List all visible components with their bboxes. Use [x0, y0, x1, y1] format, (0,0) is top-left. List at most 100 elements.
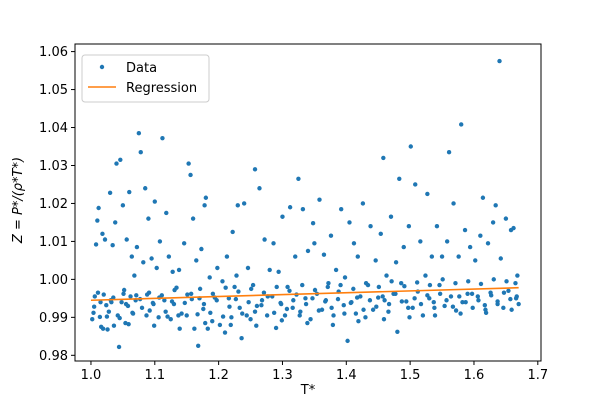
data-point: [386, 301, 392, 307]
data-point: [444, 298, 449, 303]
data-point: [100, 231, 105, 237]
data-point: [378, 231, 383, 237]
plot-frame: [74, 43, 542, 362]
data-point: [506, 288, 511, 293]
data-point: [273, 325, 279, 331]
data-point: [252, 309, 258, 314]
data-point: [493, 203, 498, 208]
data-point: [469, 291, 475, 296]
data-point: [418, 301, 424, 307]
data-point: [248, 317, 253, 322]
data-point: [91, 310, 96, 315]
data-point: [440, 277, 445, 282]
data-point: [475, 294, 480, 299]
data-point: [146, 216, 151, 221]
data-point: [296, 176, 301, 181]
data-point: [284, 306, 290, 312]
data-point: [393, 291, 398, 296]
data-point: [504, 279, 509, 284]
data-point: [184, 313, 189, 318]
data-point: [254, 323, 259, 328]
data-point: [279, 318, 285, 323]
data-point: [90, 317, 95, 322]
data-point: [485, 241, 491, 246]
data-point: [410, 305, 415, 311]
data-point: [199, 246, 204, 252]
data-point: [418, 239, 423, 244]
data-point: [305, 248, 311, 254]
data-point: [205, 326, 210, 331]
data-point: [338, 282, 343, 288]
data-point: [182, 300, 187, 306]
data-point: [386, 309, 391, 314]
data-point: [229, 315, 234, 320]
data-point: [159, 293, 165, 298]
data-point: [498, 256, 503, 261]
data-point: [388, 214, 394, 219]
data-point: [448, 294, 454, 299]
data-point: [217, 322, 223, 328]
data-point: [453, 280, 458, 286]
data-point: [353, 311, 359, 316]
data-point: [425, 293, 430, 298]
data-point: [222, 330, 228, 335]
data-point: [240, 311, 245, 316]
data-point: [177, 326, 182, 331]
data-point: [356, 318, 361, 324]
data-point: [382, 298, 387, 303]
data-point: [271, 310, 277, 315]
data-point: [134, 293, 139, 298]
data-point: [423, 273, 428, 278]
data-point: [373, 258, 378, 263]
data-point: [376, 284, 382, 290]
data-point: [293, 254, 298, 259]
x-tick-label: 1.5: [400, 368, 421, 383]
data-point: [380, 294, 385, 299]
data-point: [453, 308, 459, 313]
data-point: [149, 256, 154, 261]
data-point: [97, 314, 103, 320]
data-point: [298, 309, 303, 314]
y-tick-label: 0.99: [39, 311, 68, 326]
legend-label-regression: Regression: [126, 81, 197, 96]
data-point: [117, 315, 122, 321]
data-point: [280, 214, 285, 219]
data-point: [150, 300, 156, 306]
y-axis: 0.98 0.99 1.00 1.01 1.02 1.03 1.04 1.05 1.06: [39, 45, 75, 364]
x-tick-label: 1.3: [272, 368, 293, 383]
y-tick-label: 1.03: [39, 159, 68, 174]
data-point: [164, 210, 169, 216]
data-point: [303, 301, 309, 307]
data-point: [162, 298, 167, 303]
data-point: [342, 275, 348, 280]
data-point: [106, 309, 112, 314]
data-point: [429, 254, 435, 259]
x-axis: 1.0 1.1 1.2 1.3 1.4 1.5 1.6 1.7: [81, 361, 548, 383]
data-point: [367, 298, 373, 303]
data-point: [252, 167, 258, 172]
data-point: [236, 289, 241, 294]
plot-area: [90, 58, 521, 350]
data-point: [168, 317, 173, 322]
data-point: [285, 284, 290, 290]
data-point: [113, 220, 118, 225]
data-point: [114, 161, 119, 166]
data-point: [227, 304, 232, 309]
legend-marker-data: [99, 64, 105, 70]
data-point: [250, 282, 256, 288]
data-point: [166, 254, 172, 259]
data-point: [111, 323, 117, 328]
data-point: [223, 285, 228, 290]
data-point: [141, 260, 146, 265]
data-point: [312, 287, 318, 293]
data-point: [348, 300, 353, 306]
data-point: [511, 225, 516, 231]
data-point: [237, 305, 242, 311]
data-point: [300, 282, 305, 288]
data-point: [462, 227, 468, 233]
data-point: [397, 176, 402, 181]
y-tick-label: 1.05: [39, 83, 68, 98]
data-point: [478, 281, 484, 287]
data-point: [226, 296, 232, 301]
